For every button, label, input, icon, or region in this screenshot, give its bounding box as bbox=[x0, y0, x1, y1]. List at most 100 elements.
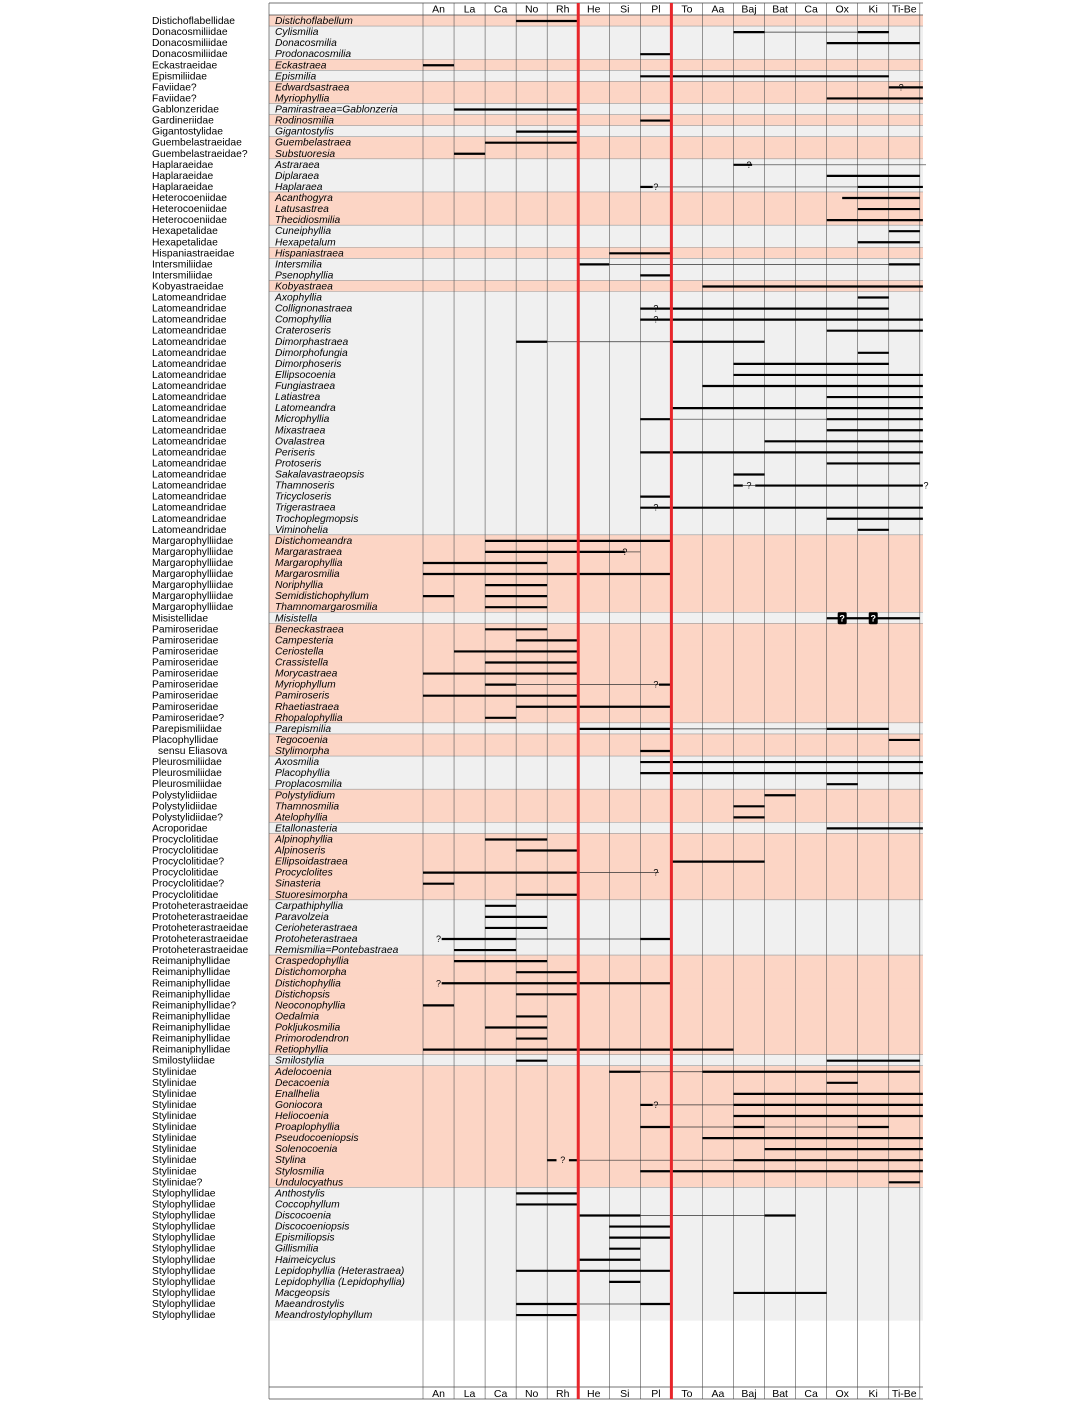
family-label: Protoheterastraeidae bbox=[152, 934, 248, 945]
genus-label: Parepismilia bbox=[275, 724, 331, 735]
genus-label: Dimorphastraea bbox=[275, 337, 349, 348]
genus-label: Mixastraea bbox=[275, 425, 326, 436]
family-label: Reimaniphyllidae? bbox=[152, 1000, 236, 1011]
genus-label: Remismilia=Pontebastraea bbox=[275, 945, 399, 956]
genus-label: Proaplophyllia bbox=[275, 1122, 340, 1133]
family-label: Latomeandridae bbox=[152, 326, 227, 337]
family-label: Margarophylliidae bbox=[152, 580, 234, 591]
row-shading-layer bbox=[269, 15, 923, 1321]
stage-header-bottom: Ca bbox=[804, 1388, 818, 1400]
family-label: Latomeandridae bbox=[152, 370, 227, 381]
genus-label: Edwardsastraea bbox=[275, 82, 350, 93]
row-band bbox=[269, 1220, 923, 1233]
family-label: Latomeandridae bbox=[152, 458, 227, 469]
question-mark: ? bbox=[653, 182, 658, 192]
genus-label: Ceriostella bbox=[275, 646, 324, 657]
family-label: Latomeandridae bbox=[152, 492, 227, 503]
genus-label: Donacosmilia bbox=[275, 38, 337, 49]
row-band bbox=[269, 269, 923, 282]
row-band bbox=[269, 37, 923, 49]
family-label: Misistellidae bbox=[152, 613, 208, 624]
row-band bbox=[269, 1286, 923, 1299]
range-bars bbox=[423, 19, 923, 1317]
genus-label: Substuoresia bbox=[275, 149, 335, 160]
family-label: Polystylidiidae bbox=[152, 801, 218, 812]
genus-label: Margarophyllia bbox=[275, 558, 343, 569]
question-mark: ? bbox=[899, 82, 904, 92]
row-band bbox=[269, 1109, 923, 1122]
row-band bbox=[269, 512, 923, 525]
question-mark: ? bbox=[653, 315, 658, 325]
family-label: Stylinidae? bbox=[152, 1177, 203, 1188]
genus-label: Discocoeniopsis bbox=[275, 1222, 349, 1233]
row-band bbox=[269, 191, 923, 204]
genus-label: Tricycloseris bbox=[275, 492, 331, 503]
family-label: Placophyllidae bbox=[152, 735, 219, 746]
family-label: Intersmiliidae bbox=[152, 259, 213, 270]
row-band bbox=[269, 59, 923, 71]
family-label: Stylophyllidae bbox=[152, 1299, 216, 1310]
genus-label: Crassistella bbox=[275, 658, 328, 669]
family-label: Latomeandridae bbox=[152, 403, 227, 414]
row-band bbox=[269, 81, 923, 94]
uncertainty-marks: ????????????????? bbox=[436, 82, 929, 1165]
row-band bbox=[269, 346, 923, 359]
genus-label: Cuneiphyllia bbox=[275, 226, 331, 237]
genus-label: Astraraea bbox=[274, 160, 320, 171]
family-label: Stylophyllidae bbox=[152, 1310, 216, 1321]
family-label: Gigantostylidae bbox=[152, 127, 223, 138]
stage-header-bottom: No bbox=[525, 1388, 539, 1400]
genus-label: Thecidiosmilia bbox=[275, 215, 341, 226]
genus-label: Thamnoseris bbox=[275, 481, 335, 492]
family-label: Guembelastraeidae? bbox=[152, 149, 248, 160]
genus-label: Lepidophyllia (Lepidophyllia) bbox=[275, 1277, 405, 1288]
stage-header-bottom: Ki bbox=[869, 1388, 878, 1400]
family-label: Stylinidae bbox=[152, 1111, 197, 1122]
genus-label: Ellipsoidastraea bbox=[275, 857, 348, 868]
question-mark: ? bbox=[747, 160, 752, 170]
row-band bbox=[269, 1275, 923, 1288]
genus-label: Periseris bbox=[275, 447, 315, 458]
genus-label: Oedalmia bbox=[275, 1011, 319, 1022]
row-band bbox=[269, 767, 923, 779]
family-label: Pamiroseridae bbox=[152, 691, 219, 702]
genus-label: Paravolzeia bbox=[275, 912, 329, 923]
stage-header-bottom: Aa bbox=[712, 1388, 725, 1400]
question-mark: ? bbox=[436, 934, 441, 944]
row-band bbox=[269, 302, 923, 315]
genus-label: Thamnosmilia bbox=[275, 801, 339, 812]
family-label: Pamiroseridae bbox=[152, 624, 219, 635]
family-label: Latomeandridae bbox=[152, 293, 227, 304]
stage-header-bottom: Pl bbox=[651, 1388, 660, 1400]
genus-label: Acanthogyra bbox=[274, 193, 333, 204]
stage-header-top: Ca bbox=[494, 4, 508, 16]
genus-label: Cerioheterastraea bbox=[275, 923, 358, 934]
stage-header-bottom: An bbox=[432, 1388, 445, 1400]
family-label: Stylinidae bbox=[152, 1100, 197, 1111]
row-band bbox=[269, 645, 923, 658]
family-label: Heterocoeniidae bbox=[152, 204, 227, 215]
row-band bbox=[269, 1010, 923, 1023]
genus-label: Beneckastraea bbox=[275, 624, 344, 635]
genus-label: Sakalavastraeopsis bbox=[275, 470, 364, 481]
genus-label: Enallhelia bbox=[275, 1089, 320, 1100]
genus-label: Misistella bbox=[275, 613, 318, 624]
row-band bbox=[269, 1143, 923, 1155]
question-box bbox=[837, 612, 847, 625]
row-band bbox=[269, 203, 923, 215]
genus-label: Kobyastraea bbox=[275, 282, 333, 293]
row-band bbox=[269, 247, 923, 259]
genus-label: Thamnomargarosmilia bbox=[275, 602, 378, 613]
row-band bbox=[269, 103, 923, 116]
family-label: Donacosmiliidae bbox=[152, 38, 228, 49]
row-band bbox=[269, 800, 923, 812]
question-mark: ? bbox=[622, 547, 627, 557]
genus-label: Pseudocoeniopsis bbox=[275, 1133, 359, 1144]
family-label: Pamiroseridae bbox=[152, 646, 219, 657]
family-label: Pamiroseridae bbox=[152, 702, 219, 713]
stage-headers: An An La La Ca Ca No No Rh Rh He He Si Si Pl Pl To To Aa Aa… bbox=[432, 4, 917, 1401]
family-label: Stylophyllidae bbox=[152, 1222, 216, 1233]
family-label: Margarophylliidae bbox=[152, 547, 234, 558]
genus-label: Tegocoenia bbox=[275, 735, 328, 746]
